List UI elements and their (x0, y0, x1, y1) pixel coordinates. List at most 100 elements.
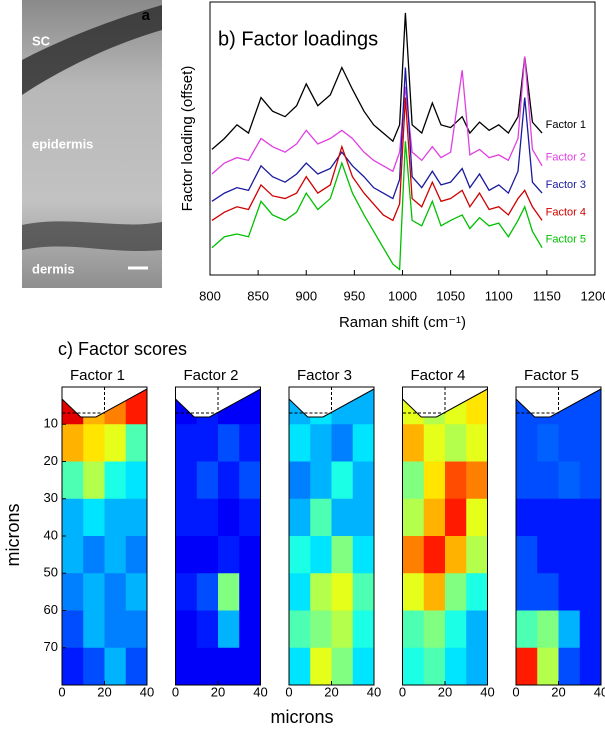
mask-outline (515, 388, 602, 418)
heat-cell (83, 610, 105, 649)
heat-cell (445, 573, 467, 611)
heat-cell (423, 461, 446, 500)
mask-outline (61, 388, 148, 418)
heat-cell (218, 461, 240, 500)
subplot-title: Factor 1 (70, 367, 125, 384)
heat-cell (402, 610, 425, 649)
heat-cell (218, 498, 240, 537)
heat-cell (289, 610, 311, 649)
heat-cell (423, 647, 446, 686)
heat-cell (331, 536, 354, 574)
heat-cell (331, 610, 354, 649)
heat-cell (196, 647, 219, 686)
heat-cell (218, 610, 240, 649)
x-tick-label: 40 (594, 684, 605, 699)
x-tick-label: 0 (512, 684, 519, 699)
heat-cell (196, 424, 219, 462)
heat-cell (310, 536, 332, 574)
subplot-title: Factor 2 (184, 367, 239, 384)
heat-cell (196, 610, 219, 649)
mask-guide (289, 387, 332, 414)
heat-cell (579, 647, 602, 686)
region-label: SC (32, 33, 51, 48)
series-line (211, 141, 543, 271)
legend-label: Factor 4 (546, 206, 586, 218)
subplot-title: Factor 4 (411, 367, 466, 384)
heat-cell (466, 573, 488, 611)
mask-outline (288, 388, 375, 418)
heat-cell (402, 536, 425, 574)
x-tick-label: 1150 (533, 288, 561, 303)
heat-cell (466, 498, 488, 537)
y-tick-label: 10 (44, 416, 58, 431)
heat-cell (62, 610, 84, 649)
heat-cell (196, 536, 219, 574)
x-tick-label: 0 (399, 684, 406, 699)
mask-guide (62, 387, 105, 414)
heat-cell (445, 610, 467, 649)
heat-cell (175, 573, 198, 611)
heat-cell (516, 424, 538, 462)
heat-cell (558, 424, 581, 462)
heat-cell (423, 498, 446, 537)
heat-cell (239, 498, 261, 537)
heat-cell (62, 424, 84, 462)
heat-cell (352, 424, 375, 462)
heat-cell (516, 573, 538, 611)
heat-cell (125, 573, 148, 611)
heat-cell (331, 573, 354, 611)
x-tick-label: 850 (247, 288, 269, 303)
heat-cell (579, 573, 602, 611)
heat-cell (239, 424, 261, 462)
x-tick-label: 900 (295, 288, 317, 303)
heat-cell (310, 424, 332, 462)
legend-label: Factor 5 (546, 234, 586, 246)
y-tick-label: 20 (44, 453, 58, 468)
heat-cell (352, 573, 375, 611)
heat-cell (125, 461, 148, 500)
region-label: epidermis (32, 136, 93, 151)
heat-cell (104, 573, 127, 611)
heat-cell (175, 647, 198, 686)
heat-cell (537, 610, 559, 649)
heat-cell (239, 461, 261, 500)
heat-cell (352, 498, 375, 537)
heat-cell (62, 461, 84, 500)
heat-cell (239, 610, 261, 649)
heat-cell (83, 536, 105, 574)
heat-cell (516, 461, 538, 500)
region-label: dermis (32, 261, 75, 276)
heat-cell (516, 536, 538, 574)
heat-cell (516, 647, 538, 686)
x-tick-label: 0 (285, 684, 292, 699)
x-tick-label: 950 (344, 288, 366, 303)
x-tick-label: 40 (480, 684, 494, 699)
heat-cell (83, 647, 105, 686)
heat-cell (537, 536, 559, 574)
heat-cell (537, 424, 559, 462)
heat-cell (125, 647, 148, 686)
series-line (211, 12, 543, 150)
legend-label: Factor 1 (546, 119, 586, 131)
heat-cell (466, 461, 488, 500)
heat-cell (558, 610, 581, 649)
heat-cell (62, 498, 84, 537)
heat-cell (289, 424, 311, 462)
heat-cell (537, 461, 559, 500)
heat-cell (331, 424, 354, 462)
x-tick-label: 0 (58, 684, 65, 699)
heat-cell (239, 536, 261, 574)
heat-cell (579, 498, 602, 537)
heat-cell (104, 498, 127, 537)
heat-cell (218, 647, 240, 686)
heat-cell (423, 424, 446, 462)
y-tick-label: 70 (44, 639, 58, 654)
x-tick-label: 40 (140, 684, 154, 699)
heat-cell (402, 647, 425, 686)
heat-cell (175, 461, 198, 500)
heat-cell (331, 647, 354, 686)
heat-cell (516, 498, 538, 537)
heat-cell (558, 498, 581, 537)
heat-cell (289, 573, 311, 611)
